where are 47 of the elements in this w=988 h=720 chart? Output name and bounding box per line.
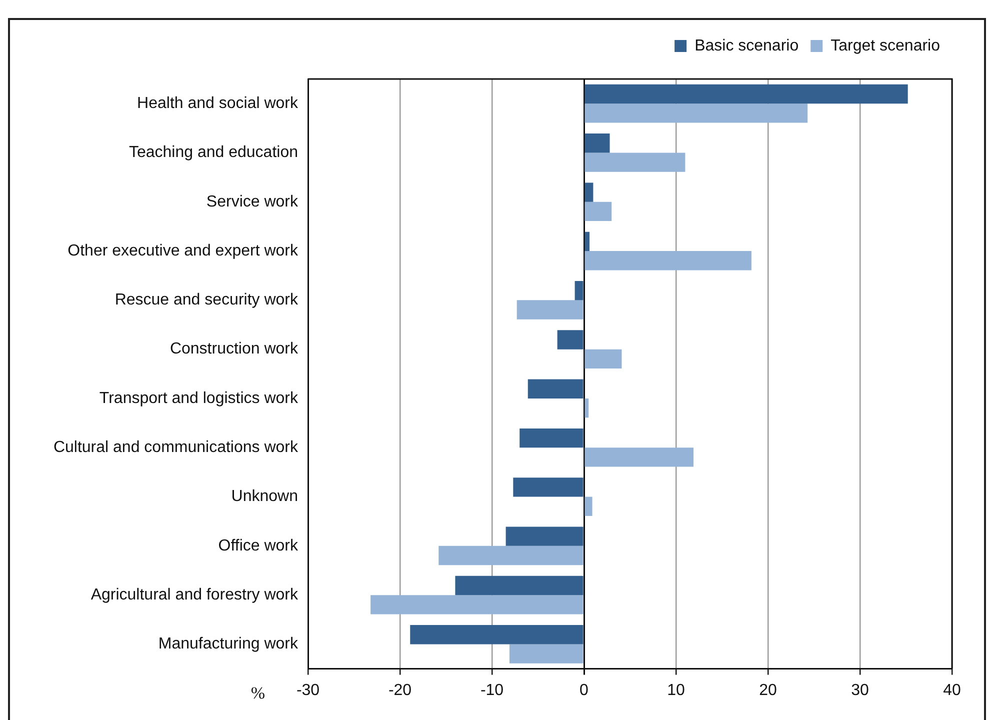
y-tick-label: Teaching and education [128, 144, 298, 162]
x-tick-label: 10 [667, 682, 685, 699]
bar [513, 478, 584, 497]
y-tick-label: Agricultural and forestry work [90, 586, 299, 604]
y-tick-label: Manufacturing work [158, 636, 299, 653]
bar [584, 251, 752, 270]
bar [584, 84, 908, 104]
y-tick-label: Cultural and communications work [53, 439, 299, 456]
y-tick-label: Rescue and security work [114, 292, 299, 309]
x-tick-label: 30 [851, 682, 869, 699]
y-tick-label: Transport and logistics work [99, 390, 299, 407]
bar [574, 281, 584, 300]
bar [506, 526, 584, 546]
bar [584, 104, 808, 123]
x-tick-label: 0 [580, 682, 589, 699]
legend-label: Target scenario [830, 37, 940, 54]
bar [584, 398, 589, 418]
bar [520, 428, 584, 448]
bar [584, 349, 622, 368]
bar [584, 134, 610, 153]
bar [455, 576, 584, 596]
bar [584, 232, 590, 252]
bar [528, 379, 584, 398]
bar [584, 496, 592, 516]
bar [516, 300, 584, 320]
bar [370, 595, 584, 614]
x-axis-title: % [250, 683, 266, 702]
x-tick-label: -20 [388, 682, 412, 699]
bar [584, 202, 612, 222]
x-tick-label: -30 [296, 682, 320, 699]
y-tick-label: Construction work [170, 340, 299, 358]
x-tick-label: 40 [943, 682, 961, 699]
bar [584, 448, 694, 467]
bar [584, 182, 594, 202]
legend-label: Basic scenario [694, 37, 799, 54]
bar [509, 644, 584, 664]
x-tick-label: 20 [759, 682, 777, 699]
bar [438, 546, 584, 566]
y-tick-label: Office work [218, 537, 299, 554]
y-tick-label: Unknown [231, 488, 298, 506]
bar [410, 625, 584, 644]
y-tick-label: Health and social work [137, 94, 299, 112]
y-tick-label: Other executive and expert work [68, 242, 299, 260]
bar [584, 152, 686, 172]
y-tick-label: Service work [206, 193, 299, 210]
bar [557, 330, 584, 350]
x-tick-label: -10 [480, 682, 504, 699]
